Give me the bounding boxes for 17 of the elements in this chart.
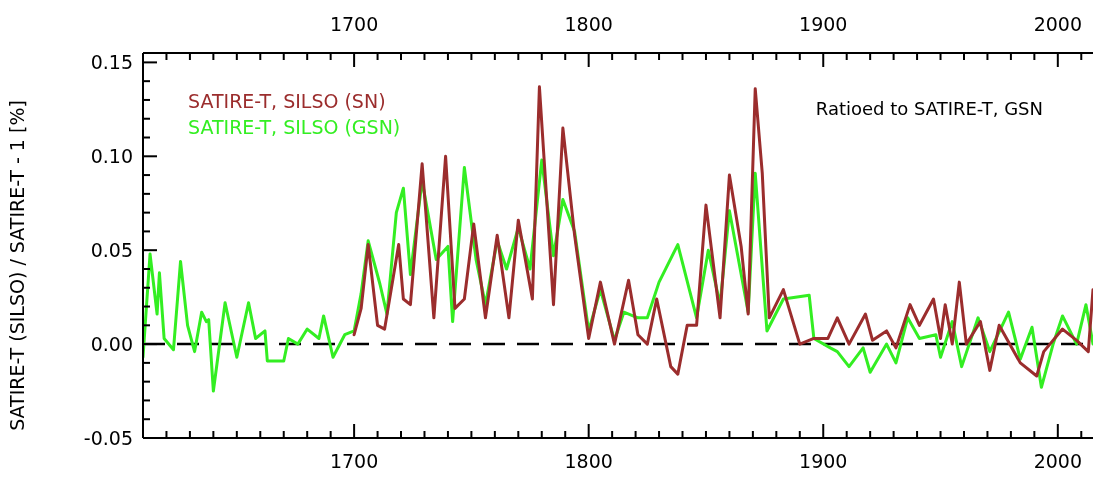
x-tick-label: 1800 <box>564 450 613 472</box>
y-tick-label: 0.10 <box>90 144 133 167</box>
x2-tick-label: 2000 <box>1033 13 1082 35</box>
y-axis-title: SATIRE-T (SILSO) / SATIRE-T - 1 [%] <box>6 100 28 431</box>
y-tick-label: 0.00 <box>90 332 133 355</box>
x2-tick-label: 1800 <box>564 13 613 35</box>
x2-tick-label: 1900 <box>799 13 848 35</box>
y-tick-label: -0.05 <box>83 426 133 449</box>
annotation: Ratioed to SATIRE-T, GSN <box>815 98 1043 119</box>
text: SATIRE-T, SILSO (GSN) <box>188 116 401 138</box>
text: SATIRE-T, SILSO (SN) <box>188 90 386 112</box>
x-tick-label: 1700 <box>329 450 379 472</box>
x-tick-label: 2000 <box>1033 450 1082 472</box>
y-tick-label: 0.05 <box>90 238 133 261</box>
x-tick-label: 1900 <box>799 450 848 472</box>
x2-tick-label: 1700 <box>329 13 379 35</box>
y-tick-label: 0.15 <box>90 51 133 74</box>
